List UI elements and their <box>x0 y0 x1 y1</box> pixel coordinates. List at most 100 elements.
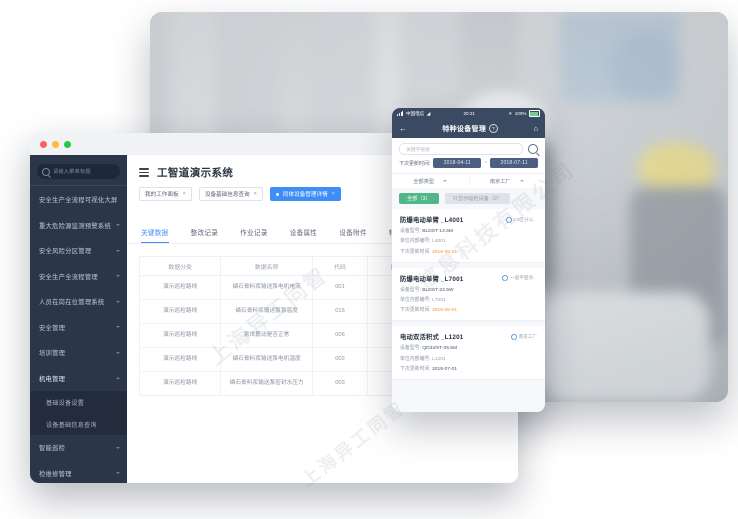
sidebar-item-label: 培训管理 <box>39 350 66 358</box>
column-header-category: 数据分类 <box>140 257 222 276</box>
sidebar-item-label: 检维修管理 <box>39 470 72 478</box>
device-update-line: 下次更新时间: 2018-05-01 <box>400 306 537 313</box>
cell-code: 015 <box>312 299 369 324</box>
card-header: 防爆电动单臂 _L7001 一般平面点... <box>400 274 537 283</box>
status-right: ☀ 100% <box>508 110 540 117</box>
chevron-down-icon <box>116 326 120 329</box>
chevron-down-icon <box>116 472 120 475</box>
window-minimize-button[interactable] <box>52 140 59 148</box>
back-arrow-icon[interactable]: ← <box>399 123 407 133</box>
select-device-type[interactable]: 全部类型 <box>392 174 469 188</box>
status-left: 中国电信 ◢ <box>397 111 430 117</box>
card-header: 防爆电动单臂 _L4001 C0区分公... <box>400 215 537 224</box>
sidebar-item-personnel[interactable]: 人员在岗在位管理系统 <box>30 289 127 315</box>
sidebar-subitem-label: 基础设备设置 <box>46 399 85 407</box>
cell-code: 006 <box>312 323 369 348</box>
list-item[interactable]: 防爆电动单臂 _L7001 一般平面点... 设备型号: BLDST-22.5W… <box>392 267 545 322</box>
tab-rectification-records[interactable]: 整改记录 <box>190 230 219 237</box>
code-label: 单位内部编号: <box>400 297 431 303</box>
hamburger-icon[interactable] <box>139 168 149 177</box>
map-pin-icon <box>510 333 518 340</box>
sidebar-subitem-device-setup[interactable]: 基础设备设置 <box>30 391 127 413</box>
update-label: 下次更新时间: <box>400 308 431 314</box>
location-label: 南京工厂 <box>518 333 537 339</box>
tab-device-attachments[interactable]: 设备附件 <box>339 230 367 237</box>
tab-device-detail[interactable]: 同体设备管理详情 × <box>269 187 341 201</box>
chevron-down-icon <box>519 180 524 182</box>
window-maximize-button[interactable] <box>64 140 71 148</box>
sidebar-item-training[interactable]: 培训管理 <box>30 340 127 366</box>
cell-category: 演示巡检路线 <box>140 299 222 324</box>
close-icon[interactable]: × <box>182 191 186 197</box>
mobile-filter-chips: 全部（3） 只显示临检设备（2） <box>392 188 545 209</box>
chip-all[interactable]: 全部（3） <box>399 193 439 204</box>
close-icon[interactable]: × <box>331 191 335 197</box>
sidebar-item-safety-mgmt[interactable]: 安全管理 <box>30 315 127 341</box>
desktop-window: 请输入菜单标题 安全生产全流程可视化大屏 重大危险源监测预警系统 安全风险分区管… <box>30 133 518 483</box>
chevron-down-icon <box>116 275 120 278</box>
alarm-icon: ☀ <box>508 110 513 116</box>
code-value: L4001 <box>432 239 446 245</box>
chip-inspection-only[interactable]: 只显示临检设备（2） <box>444 193 511 204</box>
search-icon <box>42 167 50 176</box>
chevron-down-icon <box>443 180 448 182</box>
list-item[interactable]: 防爆电动单臂 _L4001 C0区分公... 设备型号: BLDST-14.5M… <box>392 209 545 263</box>
sidebar-item-process-mgmt[interactable]: 安全生产全流程管理 <box>30 264 127 290</box>
cell-code: 002 <box>312 347 369 372</box>
window-body: 请输入菜单标题 安全生产全流程可视化大屏 重大危险源监测预警系统 安全风险分区管… <box>30 155 518 483</box>
page-title: 工智道演示系统 <box>157 167 234 179</box>
mobile-title-group: 特种设备管理 ? <box>442 124 499 134</box>
date-end-button[interactable]: 2018-07-11 <box>490 158 538 168</box>
sidebar-item-dashboard[interactable]: 安全生产全流程可视化大屏 <box>30 187 127 213</box>
sidebar-subitem-label: 设备基础信息查询 <box>46 421 97 429</box>
sidebar-item-maintenance[interactable]: 检维修管理 <box>30 461 127 484</box>
tab-key-data[interactable]: 关键数据 <box>141 227 169 243</box>
search-input[interactable]: 关键字搜索 <box>399 143 523 155</box>
model-label: 设备型号: <box>400 287 421 293</box>
search-icon[interactable] <box>528 144 538 154</box>
cell-category: 演示巡检路线 <box>140 347 222 372</box>
status-time: 20:21 <box>463 111 475 116</box>
update-label: 下次更新时间: <box>400 249 431 255</box>
code-value: L7001 <box>432 297 446 303</box>
mobile-app-window: 中国电信 ◢ 20:21 ☀ 100% ← 特种设备管理 ? ⌂ 关键字搜索 <box>392 108 545 412</box>
sidebar-item-electromechanical[interactable]: 机电管理 <box>30 366 127 392</box>
sidebar-item-label: 智能巡检 <box>39 445 66 453</box>
update-value: 2018-05-01 <box>432 249 458 255</box>
chevron-down-icon <box>116 300 120 303</box>
sidebar-subitem-device-query[interactable]: 设备基础信息查询 <box>30 413 127 435</box>
tab-device-attributes[interactable]: 设备属性 <box>289 230 318 237</box>
select-factory[interactable]: 南京工厂 <box>468 174 546 188</box>
sidebar-search-placeholder: 请输入菜单标题 <box>53 169 91 175</box>
sidebar-search-input[interactable]: 请输入菜单标题 <box>37 164 120 179</box>
cell-category: 演示巡检路线 <box>140 323 222 348</box>
battery-percent: 100% <box>514 111 527 116</box>
cell-name: 泵体震动是否正常 <box>220 323 313 348</box>
tab-work-records[interactable]: 作业记录 <box>240 230 268 237</box>
device-location: 一般平面点... <box>502 275 537 282</box>
model-label: 设备型号: <box>400 346 421 352</box>
window-close-button[interactable] <box>40 140 47 148</box>
model-label: 设备型号: <box>400 229 421 235</box>
list-item[interactable]: 电动双活积式 _L1201 南京工厂 设备型号: QD32/5T-25.5M 单… <box>392 326 545 380</box>
cell-category: 演示巡检路线 <box>140 275 222 300</box>
device-name: 防爆电动单臂 _L7001 <box>400 275 464 283</box>
sidebar-item-smart-inspection[interactable]: 智能巡检 <box>30 435 127 461</box>
sidebar-item-risk-zone[interactable]: 安全风险分区管理 <box>30 238 127 264</box>
search-placeholder: 关键字搜索 <box>406 147 430 153</box>
tab-device-query[interactable]: 设备基础信息查询 × <box>198 187 263 201</box>
chevron-up-icon <box>116 377 120 380</box>
device-location: C0区分公... <box>505 216 537 223</box>
close-icon[interactable]: × <box>253 191 257 197</box>
home-icon[interactable]: ⌂ <box>533 124 538 133</box>
device-name: 防爆电动单臂 _L4001 <box>400 217 464 224</box>
tab-label: 同体设备管理详情 <box>282 192 328 198</box>
date-start-button[interactable]: 2018-04-11 <box>433 158 482 168</box>
device-update-line: 下次更新时间: 2018-07-01 <box>400 365 537 372</box>
question-mark-icon[interactable]: ? <box>489 124 499 133</box>
sidebar-item-hazard-monitor[interactable]: 重大危险源监测预警系统 <box>30 213 127 239</box>
device-model-line: 设备型号: QD32/5T-25.5M <box>400 344 537 351</box>
cell-name: 磷石膏料浆输送泵密封水压力 <box>220 371 313 395</box>
tab-my-workbench[interactable]: 我的工作面板 × <box>139 187 192 201</box>
cell-code: 001 <box>312 275 369 300</box>
